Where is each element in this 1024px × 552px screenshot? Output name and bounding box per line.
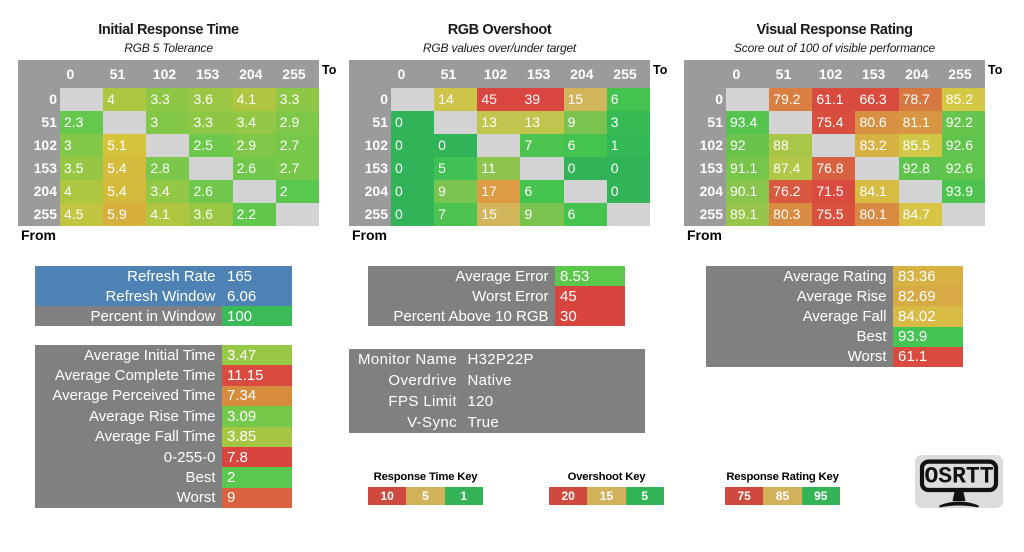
svg-text:OSRTT: OSRTT [924,464,993,490]
